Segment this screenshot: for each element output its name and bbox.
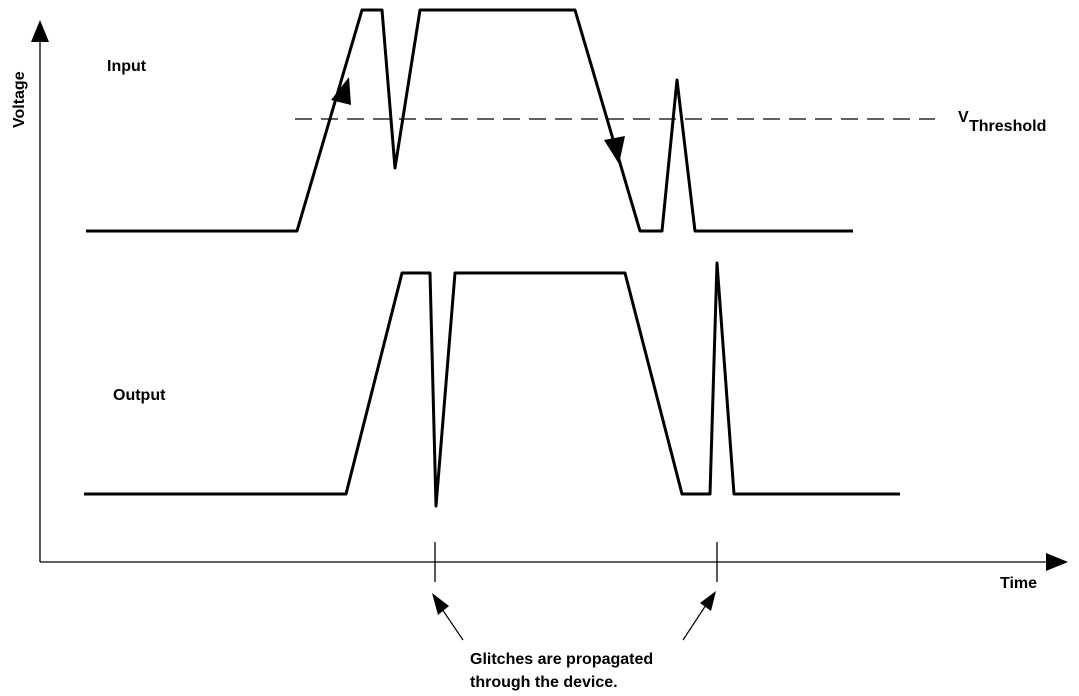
annotation-arrowhead-left: [432, 593, 449, 615]
annotation-line-1: Glitches are propagated: [470, 651, 653, 668]
output-signal-label: Output: [113, 387, 166, 404]
y-axis-arrowhead: [31, 20, 49, 42]
x-axis-label: Time: [1000, 575, 1037, 592]
input-falling-arrow-icon: [604, 136, 625, 164]
annotation-arrowhead-right: [700, 591, 716, 611]
input-waveform: [86, 8, 853, 233]
annotation-line-2: through the device.: [470, 674, 618, 691]
x-axis-arrowhead: [1046, 553, 1068, 571]
input-rising-arrow-icon: [331, 77, 351, 105]
y-axis-label: Voltage: [11, 71, 28, 128]
output-waveform: [84, 261, 900, 508]
annotation-pointer-left: [439, 605, 464, 641]
annotation-pointer-right: [682, 604, 707, 641]
threshold-label-sub: Threshold: [969, 118, 1046, 135]
input-signal-label: Input: [107, 58, 147, 75]
threshold-label-main: V: [958, 109, 969, 126]
